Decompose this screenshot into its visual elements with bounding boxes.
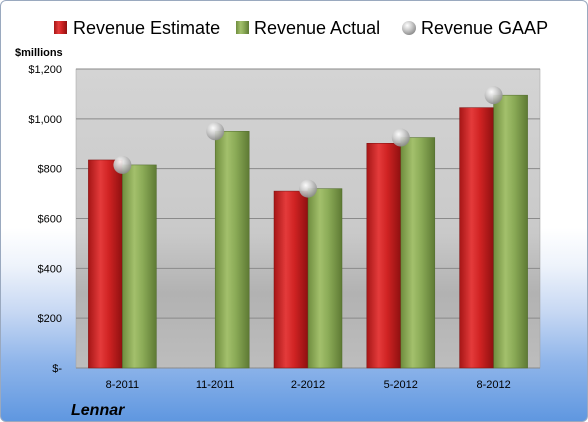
marker-revenue-gaap: [299, 179, 317, 198]
x-tick-label: 11-2011: [196, 379, 235, 391]
y-tick-label: $400: [38, 263, 62, 275]
x-tick-label: 8-2011: [106, 379, 139, 391]
bar-revenue-actual: [122, 164, 157, 369]
x-tick-label: 5-2012: [384, 379, 418, 391]
legend-marker-revenue-gaap: [402, 21, 416, 35]
bar-revenue-estimate: [459, 107, 494, 369]
legend-label-revenue-actual: Revenue Actual: [254, 18, 380, 38]
gaap-markers: [113, 86, 503, 198]
y-tick-label: $1,000: [28, 114, 62, 126]
legend: Revenue Estimate Revenue Actual Revenue …: [54, 18, 548, 38]
y-tick-label: $-: [52, 363, 62, 375]
x-tick-label: 8-2012: [476, 379, 510, 391]
x-tick-label: 2-2012: [291, 379, 325, 391]
legend-label-revenue-estimate: Revenue Estimate: [73, 18, 220, 38]
bar-revenue-estimate: [273, 190, 309, 369]
bar-revenue-actual: [307, 188, 343, 369]
marker-revenue-gaap: [484, 86, 503, 105]
bars: [88, 94, 528, 369]
marker-revenue-gaap: [391, 128, 410, 147]
company-label: Lennar: [71, 402, 125, 419]
y-axis-unit-label: $millions: [15, 47, 63, 59]
marker-revenue-gaap: [113, 155, 132, 174]
legend-label-revenue-gaap: Revenue GAAP: [421, 18, 548, 38]
legend-swatch-revenue-estimate: [54, 21, 67, 34]
legend-swatch-revenue-actual: [236, 21, 249, 34]
x-axis-ticks: 8-2011 11-2011 2-2012 5-2012 8-2012: [106, 379, 511, 391]
bar-revenue-actual: [214, 131, 250, 369]
bar-revenue-estimate: [366, 143, 402, 369]
y-tick-label: $1,200: [28, 64, 62, 76]
bar-revenue-actual: [493, 94, 528, 369]
y-tick-label: $200: [38, 313, 62, 325]
bar-revenue-actual: [400, 137, 436, 369]
marker-revenue-gaap: [206, 122, 225, 141]
y-axis-ticks: $- $200 $400 $600 $800 $1,000 $1,200: [28, 64, 62, 375]
y-tick-label: $800: [38, 164, 62, 176]
y-tick-label: $600: [38, 214, 62, 226]
bar-revenue-estimate: [88, 159, 123, 369]
